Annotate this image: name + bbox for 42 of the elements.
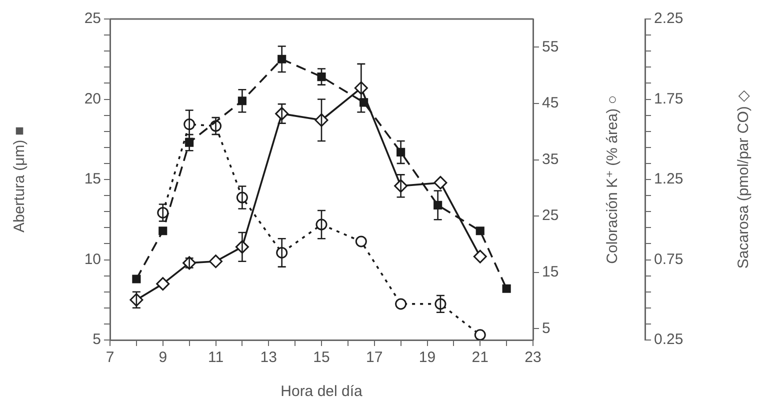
x-tick-label: 9 — [158, 349, 168, 366]
x-tick-label: 7 — [106, 349, 114, 366]
point — [209, 254, 222, 268]
point — [317, 72, 326, 82]
y3-axis-title: Sacarosa (pmol/par CO) ◇ — [735, 90, 752, 269]
point — [476, 226, 484, 236]
x-axis-title: Hora del día — [280, 383, 364, 400]
point — [158, 226, 168, 236]
y2-tick-label: 25 — [542, 207, 559, 224]
x-tick-label: 15 — [313, 349, 330, 366]
y-tick-label: 20 — [84, 90, 101, 108]
y3-tick-label: 0.25 — [654, 331, 684, 348]
y3-tick-label: 2.25 — [654, 10, 684, 28]
x-tick-label: 17 — [366, 349, 383, 366]
y2-tick-label: 35 — [542, 150, 559, 168]
point — [434, 176, 448, 190]
x-tick-label: 21 — [472, 349, 488, 366]
point — [182, 256, 196, 270]
y3-tick-label: 1.75 — [654, 90, 684, 108]
point — [355, 236, 367, 248]
y-tick-label: 10 — [84, 250, 101, 268]
y-tick-label: 5 — [92, 331, 101, 348]
y3-tick-label: 0.75 — [654, 250, 684, 268]
point — [395, 298, 407, 310]
point — [132, 274, 141, 284]
point — [156, 277, 170, 291]
y-tick-label: 25 — [84, 10, 101, 28]
y2-tick-label: 55 — [542, 38, 559, 56]
y-axis-title: Abertura (μm) ■ — [11, 126, 28, 233]
x-tick-label: 19 — [418, 349, 436, 366]
y2-tick-label: 5 — [542, 320, 550, 337]
y2-tick-label: 15 — [542, 264, 559, 281]
y3-tick-label: 1.25 — [654, 170, 684, 188]
point — [473, 250, 487, 264]
point — [474, 329, 486, 340]
point — [502, 284, 511, 293]
x-tick-label: 23 — [524, 349, 542, 366]
x-tick-label: 13 — [260, 349, 277, 366]
y-tick-label: 15 — [84, 170, 101, 188]
x-tick-label: 11 — [208, 349, 224, 366]
y2-axis-title: Coloración K⁺ (% área) ○ — [604, 95, 622, 264]
y2-tick-label: 45 — [542, 94, 559, 112]
